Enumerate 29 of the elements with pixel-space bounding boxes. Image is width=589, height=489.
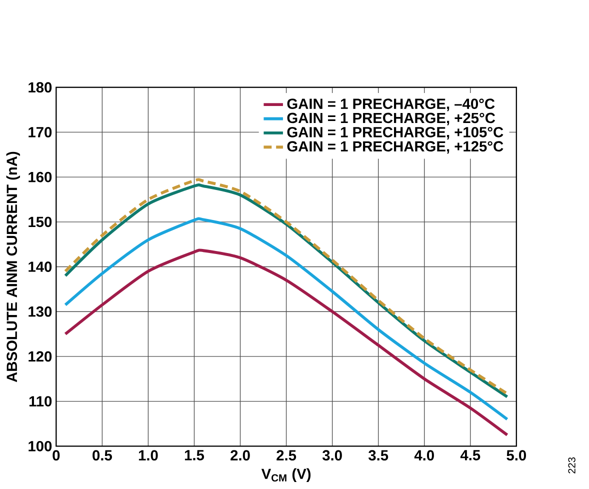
y-tick-label: 160 xyxy=(28,172,52,182)
x-tick-label: 3.0 xyxy=(322,450,342,460)
x-tick-label: 3.5 xyxy=(368,450,388,460)
y-axis-title: ABSOLUTE AINM CURRENT (nA) xyxy=(6,152,20,382)
text: 223 xyxy=(568,457,576,474)
x-tick-label: 4.5 xyxy=(460,450,480,460)
legend-label: GAIN = 1 PRECHARGE, +105°C xyxy=(287,126,504,140)
legend-label: GAIN = 1 PRECHARGE, +25°C xyxy=(287,112,496,126)
line-series xyxy=(64,217,509,420)
x-tick-label: 4.0 xyxy=(414,450,434,460)
line-series xyxy=(64,248,509,436)
y-tick-label: 110 xyxy=(29,396,52,406)
y-tick-label: 180 xyxy=(28,82,52,92)
x-tick-label: 0 xyxy=(52,450,60,460)
legend-label: GAIN = 1 PRECHARGE, +125°C xyxy=(287,140,504,154)
x-tick-label: 1.5 xyxy=(184,450,204,460)
y-tick-label: 100 xyxy=(28,440,52,452)
y-tick-label: 140 xyxy=(28,261,52,272)
x-tick-label: 1.0 xyxy=(138,450,158,460)
x-tick-label: 2.5 xyxy=(276,450,296,460)
x-axis-title: V$_{CM}$ (V) xyxy=(261,468,311,482)
x-tick-label: 0.5 xyxy=(92,450,112,460)
y-tick-label: 130 xyxy=(28,306,52,317)
y-tick-label: 170 xyxy=(28,126,52,138)
legend-label: GAIN = 1 PRECHARGE, –40°C xyxy=(287,98,495,111)
y-tick-label: 120 xyxy=(28,351,52,362)
x-tick-label: 5.0 xyxy=(506,450,526,460)
x-tick-label: 2.0 xyxy=(230,450,250,460)
y-tick-label: 150 xyxy=(28,216,52,227)
